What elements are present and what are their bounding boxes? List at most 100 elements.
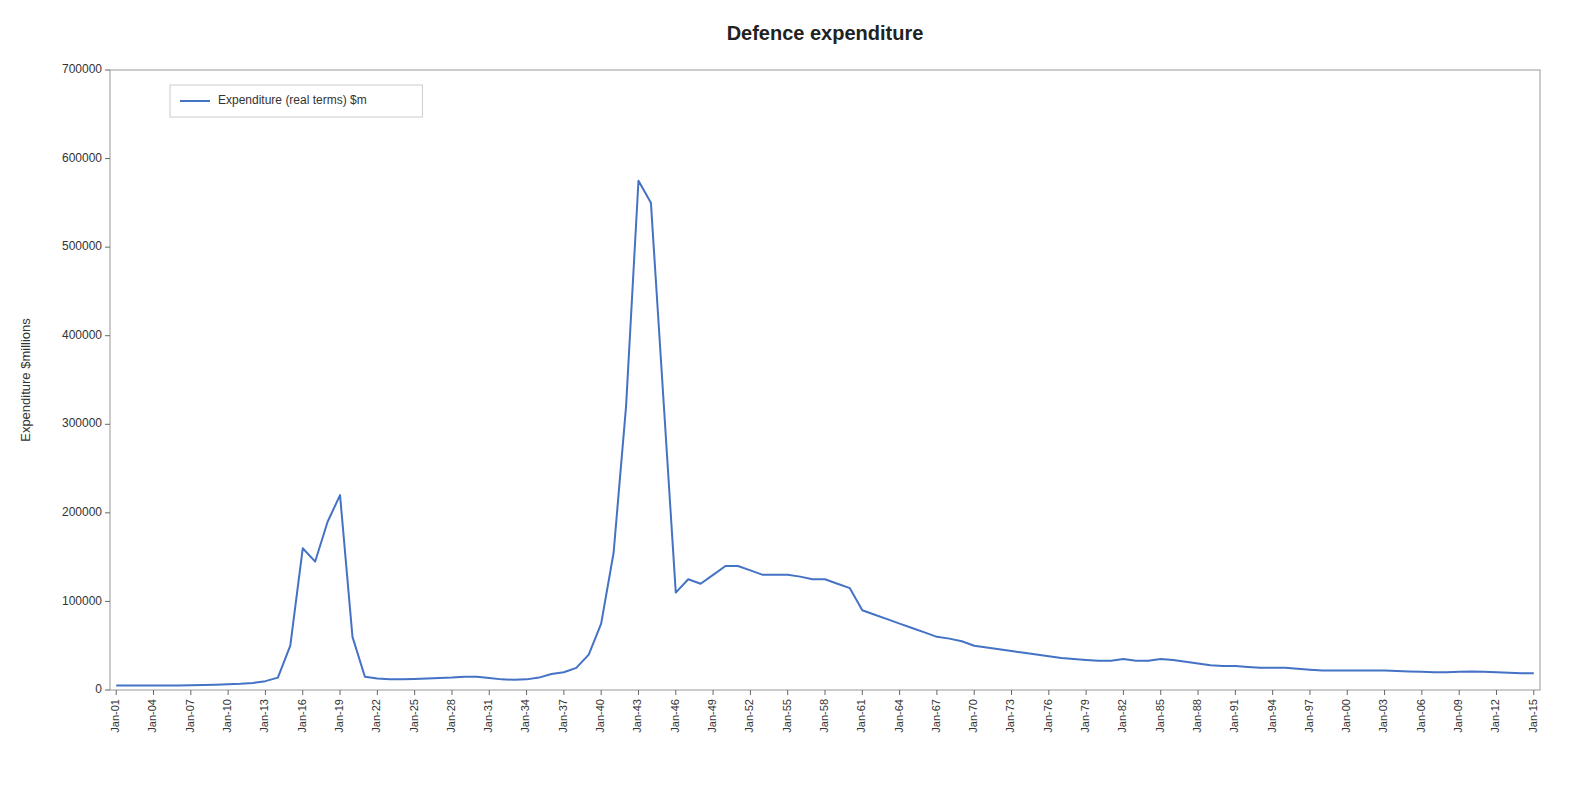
x-tick-label: Jan-00: [1340, 699, 1352, 733]
series-group: [116, 181, 1534, 686]
x-tick-label: Jan-43: [631, 699, 643, 733]
x-tick-label: Jan-70: [967, 699, 979, 733]
x-tick-label: Jan-09: [1452, 699, 1464, 733]
x-tick: [153, 690, 154, 695]
x-tick: [1272, 690, 1273, 695]
x-tick-label: Jan-82: [1116, 699, 1128, 733]
x-tick-label: Jan-28: [445, 699, 457, 733]
x-tick-label: Jan-94: [1266, 699, 1278, 733]
x-tick: [936, 690, 937, 695]
y-tick-label: 600000: [62, 151, 102, 165]
x-tick: [1011, 690, 1012, 695]
x-tick: [340, 690, 341, 695]
x-tick: [563, 690, 564, 695]
x-tick: [451, 690, 452, 695]
x-tick: [190, 690, 191, 695]
y-tick: [105, 158, 110, 159]
chart: 0 100000 200000 300000 400000 500000 600000 700…: [0, 0, 1580, 800]
x-tick: [228, 690, 229, 695]
x-tick: [1496, 690, 1497, 695]
x-tick-label: Jan-19: [333, 699, 345, 733]
y-tick: [105, 247, 110, 248]
y-tick-label: 500000: [62, 239, 102, 253]
x-tick: [974, 690, 975, 695]
x-tick-label: Jan-64: [893, 699, 905, 733]
x-tick-label: Jan-91: [1228, 699, 1240, 733]
x-tick: [713, 690, 714, 695]
x-tick: [1123, 690, 1124, 695]
y-tick-label: 400000: [62, 328, 102, 342]
x-tick-label: Jan-88: [1191, 699, 1203, 733]
y-tick-label: 100000: [62, 594, 102, 608]
legend-swatch: [180, 100, 210, 102]
x-tick: [787, 690, 788, 695]
x-tick-label: Jan-76: [1042, 699, 1054, 733]
x-tick-label: Jan-12: [1489, 699, 1501, 733]
x-tick-label: Jan-07: [184, 699, 196, 733]
x-tick-label: Jan-46: [669, 699, 681, 733]
y-tick: [105, 424, 110, 425]
x-tick: [1198, 690, 1199, 695]
x-tick: [526, 690, 527, 695]
x-tick-label: Jan-49: [706, 699, 718, 733]
x-tick-label: Jan-31: [482, 699, 494, 733]
x-tick: [1421, 690, 1422, 695]
x-tick: [862, 690, 863, 695]
y-tick: [105, 512, 110, 513]
x-tick-label: Jan-04: [146, 699, 158, 733]
x-tick: [1533, 690, 1534, 695]
legend-label: Expenditure (real terms) $m: [218, 93, 367, 107]
y-tick: [105, 70, 110, 71]
x-tick-label: Jan-10: [221, 699, 233, 733]
x-tick-label: Jan-16: [296, 699, 308, 733]
x-tick-label: Jan-79: [1079, 699, 1091, 733]
x-tick: [1459, 690, 1460, 695]
x-tick: [1086, 690, 1087, 695]
x-tick-label: Jan-03: [1377, 699, 1389, 733]
y-tick: [105, 601, 110, 602]
x-tick: [750, 690, 751, 695]
x-tick: [1160, 690, 1161, 695]
x-tick: [1309, 690, 1310, 695]
x-tick-label: Jan-22: [370, 699, 382, 733]
y-tick: [105, 335, 110, 336]
x-tick-label: Jan-97: [1303, 699, 1315, 733]
y-tick-label: 300000: [62, 416, 102, 430]
x-tick-label: Jan-34: [519, 699, 531, 733]
x-tick-label: Jan-13: [258, 699, 270, 733]
x-tick-label: Jan-67: [930, 699, 942, 733]
x-tick-label: Jan-85: [1154, 699, 1166, 733]
x-tick-label: Jan-73: [1004, 699, 1016, 733]
x-tick: [1384, 690, 1385, 695]
x-tick: [265, 690, 266, 695]
y-tick-label: 700000: [62, 62, 102, 76]
x-tick-label: Jan-15: [1527, 699, 1539, 733]
x-tick-label: Jan-40: [594, 699, 606, 733]
x-tick-label: Jan-06: [1415, 699, 1427, 733]
x-tick: [899, 690, 900, 695]
y-axis-label: Expenditure $millions: [18, 318, 33, 442]
x-tick: [601, 690, 602, 695]
x-tick: [638, 690, 639, 695]
y-tick: [105, 690, 110, 691]
x-tick: [302, 690, 303, 695]
title: Defence expenditure: [727, 22, 924, 44]
x-tick: [414, 690, 415, 695]
x-tick: [489, 690, 490, 695]
plot-frame: [110, 70, 1540, 690]
x-tick: [1347, 690, 1348, 695]
x-tick-label: Jan-58: [818, 699, 830, 733]
x-tick-label: Jan-01: [109, 699, 121, 733]
x-tick-label: Jan-25: [408, 699, 420, 733]
legend-box: [170, 85, 422, 117]
y-tick-label: 200000: [62, 505, 102, 519]
series-line: [116, 181, 1534, 686]
y-tick-label: 0: [95, 682, 102, 696]
legend: Expenditure (real terms) $m: [170, 85, 422, 117]
x-tick: [1235, 690, 1236, 695]
x-tick-label: Jan-52: [743, 699, 755, 733]
x-tick: [1048, 690, 1049, 695]
x-tick: [825, 690, 826, 695]
x-tick-label: Jan-55: [781, 699, 793, 733]
x-tick-label: Jan-37: [557, 699, 569, 733]
